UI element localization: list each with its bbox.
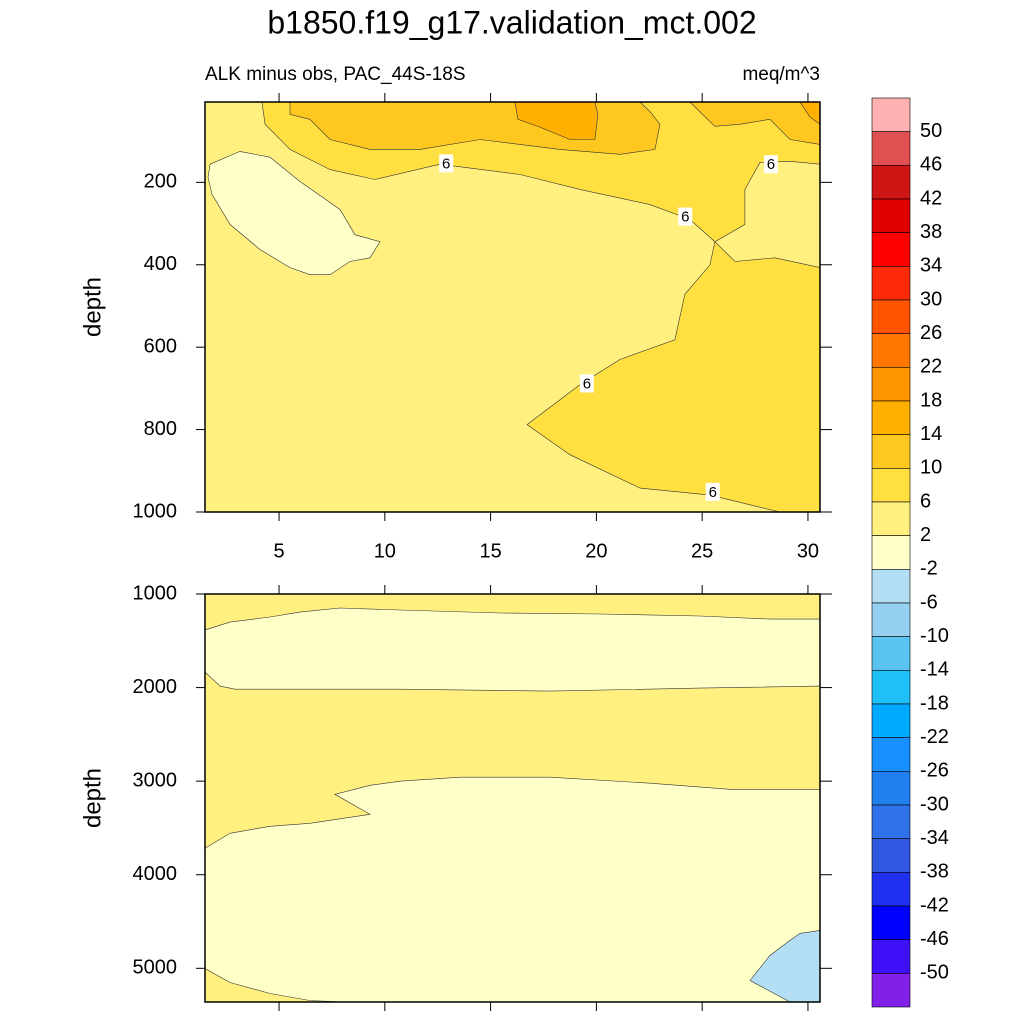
- contour-region: [514, 102, 599, 140]
- colorbar-label: 6: [920, 490, 931, 512]
- colorbar-label: 18: [920, 389, 942, 411]
- colorbar-label: 50: [920, 120, 942, 142]
- x-tick-label: 15: [479, 540, 501, 562]
- colorbar-box: [871, 333, 911, 368]
- colorbar-box: [871, 737, 911, 772]
- colorbar-label: -42: [920, 894, 949, 916]
- contour-label: 6: [442, 155, 450, 172]
- colorbar-label: -22: [920, 726, 949, 748]
- colorbar-label: -6: [920, 591, 938, 613]
- y-tick-label: 5000: [133, 957, 178, 979]
- colorbar-box: [871, 838, 911, 873]
- plot-area: 6 6 6 6 6: [205, 102, 820, 512]
- x-tick-label: 5: [273, 540, 284, 562]
- colorbar-box: [871, 905, 911, 940]
- contour-label-bg: [439, 154, 454, 173]
- contour-region: [205, 594, 820, 631]
- plot-frame: [204, 593, 821, 1003]
- colorbar-label: 26: [920, 322, 942, 344]
- x-tick-label: 25: [691, 540, 713, 562]
- colorbar-label: 30: [920, 288, 942, 310]
- contour-region: [526, 241, 820, 512]
- contour-region: [207, 151, 381, 276]
- colorbar-label: 42: [920, 187, 942, 209]
- colorbar-box: [871, 232, 911, 267]
- y-tick-label: 1000: [133, 582, 178, 604]
- subtitle-left: ALK minus obs, PAC_44S-18S: [205, 64, 466, 85]
- colorbar-box: [871, 535, 911, 570]
- colorbar-label: -18: [920, 692, 949, 714]
- colorbar-box: [871, 703, 911, 738]
- colorbar-label: 10: [920, 457, 942, 479]
- contour-label-bg: [763, 155, 778, 174]
- x-tick-label: 20: [585, 540, 607, 562]
- colorbar-label: 22: [920, 356, 942, 378]
- colorbar-box: [871, 771, 911, 806]
- contour-region: [205, 671, 820, 849]
- colorbar-box: [871, 804, 911, 839]
- contour-label: 6: [767, 156, 775, 173]
- colorbar-box: [871, 569, 911, 604]
- contour-label-bg: [705, 482, 720, 501]
- colorbar-label: 34: [920, 255, 942, 277]
- colorbar-box: [871, 468, 911, 503]
- x-tick-label: 10: [374, 540, 396, 562]
- y-tick-label: 4000: [133, 863, 178, 885]
- y-tick-label: 1000: [133, 500, 178, 522]
- colorbar-box: [871, 131, 911, 166]
- colorbar-label: -46: [920, 928, 949, 950]
- y-axis-label: depth: [79, 768, 106, 828]
- colorbar-label: -50: [920, 962, 949, 984]
- colorbar-box: [871, 400, 911, 435]
- y-tick-label: 3000: [133, 769, 178, 791]
- colorbar-box: [871, 97, 911, 132]
- colorbar-box: [871, 434, 911, 469]
- contour-region: [799, 102, 820, 125]
- chart-title: b1850.f19_g17.validation_mct.002: [267, 4, 756, 40]
- contour-label: 6: [681, 209, 689, 226]
- colorbar-box: [871, 501, 911, 536]
- subtitle-right: meq/m^3: [742, 64, 820, 85]
- contour-region: [205, 968, 346, 1002]
- colorbar-box: [871, 939, 911, 974]
- contour-label-bg: [678, 207, 693, 226]
- y-tick-label: 600: [144, 335, 177, 357]
- colorbar-label: -34: [920, 827, 949, 849]
- colorbar-box: [871, 602, 911, 637]
- y-tick-label: 800: [144, 418, 177, 440]
- contour-region: [749, 930, 820, 1002]
- colorbar-label: 14: [920, 423, 942, 445]
- colorbar-box: [871, 367, 911, 402]
- y-tick-label: 200: [144, 171, 177, 193]
- colorbar-box: [871, 299, 911, 334]
- colorbar-label: -10: [920, 625, 949, 647]
- colorbar-box: [871, 670, 911, 705]
- y-tick-label: 2000: [133, 676, 178, 698]
- colorbar-label: -14: [920, 659, 949, 681]
- colorbar-label: -26: [920, 760, 949, 782]
- colorbar-box: [871, 636, 911, 671]
- y-axis-label: depth: [79, 277, 106, 337]
- colorbar-box: [871, 872, 911, 907]
- colorbar-label: 46: [920, 154, 942, 176]
- colorbar-box: [871, 973, 911, 1008]
- colorbar-box: [871, 266, 911, 301]
- contour-label: 6: [583, 375, 591, 392]
- plot-frame: [204, 101, 821, 513]
- y-tick-label: 400: [144, 253, 177, 275]
- colorbar-label: -30: [920, 793, 949, 815]
- colorbar-box: [871, 165, 911, 200]
- colorbar-label: 2: [920, 524, 931, 546]
- contour-label: 6: [709, 484, 717, 501]
- contour-label-bg: [579, 374, 594, 393]
- colorbar-label: 38: [920, 221, 942, 243]
- colorbar-label: -38: [920, 861, 949, 883]
- colorbar-box: [871, 198, 911, 233]
- colorbar-label: -2: [920, 558, 938, 580]
- x-tick-label: 30: [797, 540, 819, 562]
- contour-region: [689, 102, 820, 145]
- plot-area: [205, 594, 820, 1002]
